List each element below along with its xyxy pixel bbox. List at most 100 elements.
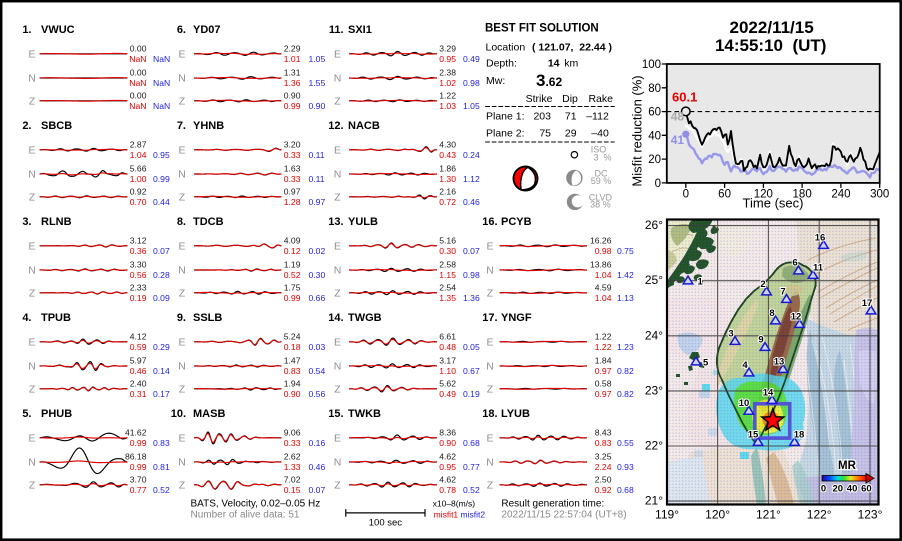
svg-text:1.42: 1.42: [617, 270, 634, 280]
svg-text:16.: 16.: [482, 216, 497, 228]
svg-text:1.94: 1.94: [284, 379, 301, 389]
svg-text:1.63: 1.63: [284, 164, 301, 174]
svg-text:6: 6: [792, 258, 797, 269]
svg-text:0.58: 0.58: [595, 379, 612, 389]
svg-text:0.72: 0.72: [439, 197, 456, 207]
svg-text:0.36: 0.36: [130, 246, 147, 256]
svg-text:1.28: 1.28: [284, 197, 301, 207]
svg-text:NaN: NaN: [153, 54, 170, 64]
svg-text:0.00: 0.00: [130, 68, 147, 78]
svg-text:1.04: 1.04: [595, 270, 612, 280]
svg-text:2.62: 2.62: [284, 452, 301, 462]
svg-text:25°: 25°: [645, 273, 663, 287]
svg-text:Z: Z: [487, 383, 494, 395]
svg-text:Z: Z: [334, 383, 341, 395]
svg-text:0.81: 0.81: [153, 462, 170, 472]
svg-text:0.15: 0.15: [284, 485, 301, 495]
svg-text:1.36: 1.36: [463, 293, 480, 303]
svg-text:0.93: 0.93: [617, 462, 634, 472]
svg-text:0.97: 0.97: [309, 197, 326, 207]
svg-text:SBCB: SBCB: [41, 120, 72, 132]
svg-text:–40: –40: [591, 128, 609, 140]
svg-text:0.29: 0.29: [153, 342, 170, 352]
svg-text:0.59: 0.59: [130, 342, 147, 352]
svg-text:120°: 120°: [705, 508, 730, 522]
svg-text:Time (sec): Time (sec): [743, 196, 804, 211]
svg-text:75: 75: [539, 128, 551, 140]
svg-text:1.31: 1.31: [284, 68, 301, 78]
svg-text:13.86: 13.86: [590, 260, 612, 270]
svg-text:0.99: 0.99: [284, 101, 301, 111]
svg-text:N: N: [178, 361, 186, 373]
svg-text:E: E: [486, 240, 493, 252]
svg-text:2.87: 2.87: [130, 140, 147, 150]
svg-text:0.68: 0.68: [617, 485, 634, 495]
svg-text:0.82: 0.82: [617, 389, 634, 399]
svg-text:14: 14: [763, 388, 774, 399]
svg-text:120: 120: [754, 189, 773, 201]
svg-text:misfit1: misfit1: [434, 509, 459, 519]
svg-text:3.: 3.: [22, 216, 31, 228]
svg-text:E: E: [28, 48, 35, 60]
svg-text:E: E: [334, 336, 341, 348]
svg-text:1.15: 1.15: [439, 270, 456, 280]
svg-text:N: N: [334, 265, 342, 277]
svg-text:1.05: 1.05: [309, 54, 326, 64]
svg-text:–112: –112: [586, 110, 609, 122]
svg-text:Number of alive data: 51: Number of alive data: 51: [191, 509, 300, 520]
svg-text:41.62: 41.62: [125, 428, 147, 438]
svg-text:10.: 10.: [171, 408, 186, 420]
svg-text:0.68: 0.68: [463, 438, 480, 448]
svg-text:5: 5: [703, 358, 709, 369]
svg-text:0.67: 0.67: [463, 366, 480, 376]
svg-text:1.12: 1.12: [463, 174, 480, 184]
svg-text:0.97: 0.97: [595, 389, 612, 399]
svg-text:5.: 5.: [22, 408, 31, 420]
svg-text:0.14: 0.14: [153, 366, 170, 376]
svg-text:0.24: 0.24: [463, 150, 480, 160]
svg-text:20: 20: [833, 484, 844, 495]
svg-text:E: E: [178, 336, 185, 348]
svg-text:E: E: [334, 432, 341, 444]
svg-text:4.09: 4.09: [284, 236, 301, 246]
svg-text:122°: 122°: [807, 508, 832, 522]
svg-text:N: N: [178, 265, 186, 277]
svg-text:0.00: 0.00: [130, 91, 147, 101]
svg-text:4: 4: [742, 360, 748, 371]
svg-text:40: 40: [847, 484, 858, 495]
svg-text:E: E: [178, 48, 185, 60]
svg-text:Z: Z: [179, 191, 186, 203]
svg-text:0.09: 0.09: [153, 293, 170, 303]
svg-text:0.30: 0.30: [309, 270, 326, 280]
svg-text:TWGB: TWGB: [348, 312, 382, 324]
svg-text:Z: Z: [334, 287, 341, 299]
svg-text:ISO: ISO: [591, 145, 607, 155]
svg-text:N: N: [178, 457, 186, 469]
svg-text:1.03: 1.03: [439, 101, 456, 111]
svg-text:Z: Z: [29, 383, 36, 395]
svg-text:7.: 7.: [177, 120, 186, 132]
svg-text:8.43: 8.43: [595, 428, 612, 438]
svg-text:1.84: 1.84: [595, 356, 612, 366]
svg-text:26°: 26°: [645, 218, 663, 232]
svg-text:N: N: [334, 73, 342, 85]
svg-text:Z: Z: [334, 191, 341, 203]
svg-text:60.1: 60.1: [672, 90, 697, 105]
svg-text:0.75: 0.75: [617, 246, 634, 256]
svg-text:km: km: [564, 57, 578, 69]
svg-text:0.46: 0.46: [130, 366, 147, 376]
svg-text:Result generation time:: Result generation time:: [501, 499, 604, 510]
svg-text:0.95: 0.95: [439, 462, 456, 472]
svg-text:E: E: [334, 48, 341, 60]
svg-text:N: N: [486, 361, 494, 373]
svg-text:Misfit reduction (%): Misfit reduction (%): [630, 75, 645, 186]
svg-text:8.: 8.: [177, 216, 186, 228]
svg-text:0.12: 0.12: [284, 246, 301, 256]
svg-text:VWUC: VWUC: [41, 24, 75, 36]
svg-text:E: E: [334, 240, 341, 252]
svg-text:14:55:10 (UT): 14:55:10 (UT): [715, 36, 826, 55]
svg-text:YULB: YULB: [348, 216, 378, 228]
svg-text:2.38: 2.38: [439, 68, 456, 78]
svg-text:4.12: 4.12: [130, 332, 147, 342]
svg-text:11.: 11.: [329, 24, 344, 36]
